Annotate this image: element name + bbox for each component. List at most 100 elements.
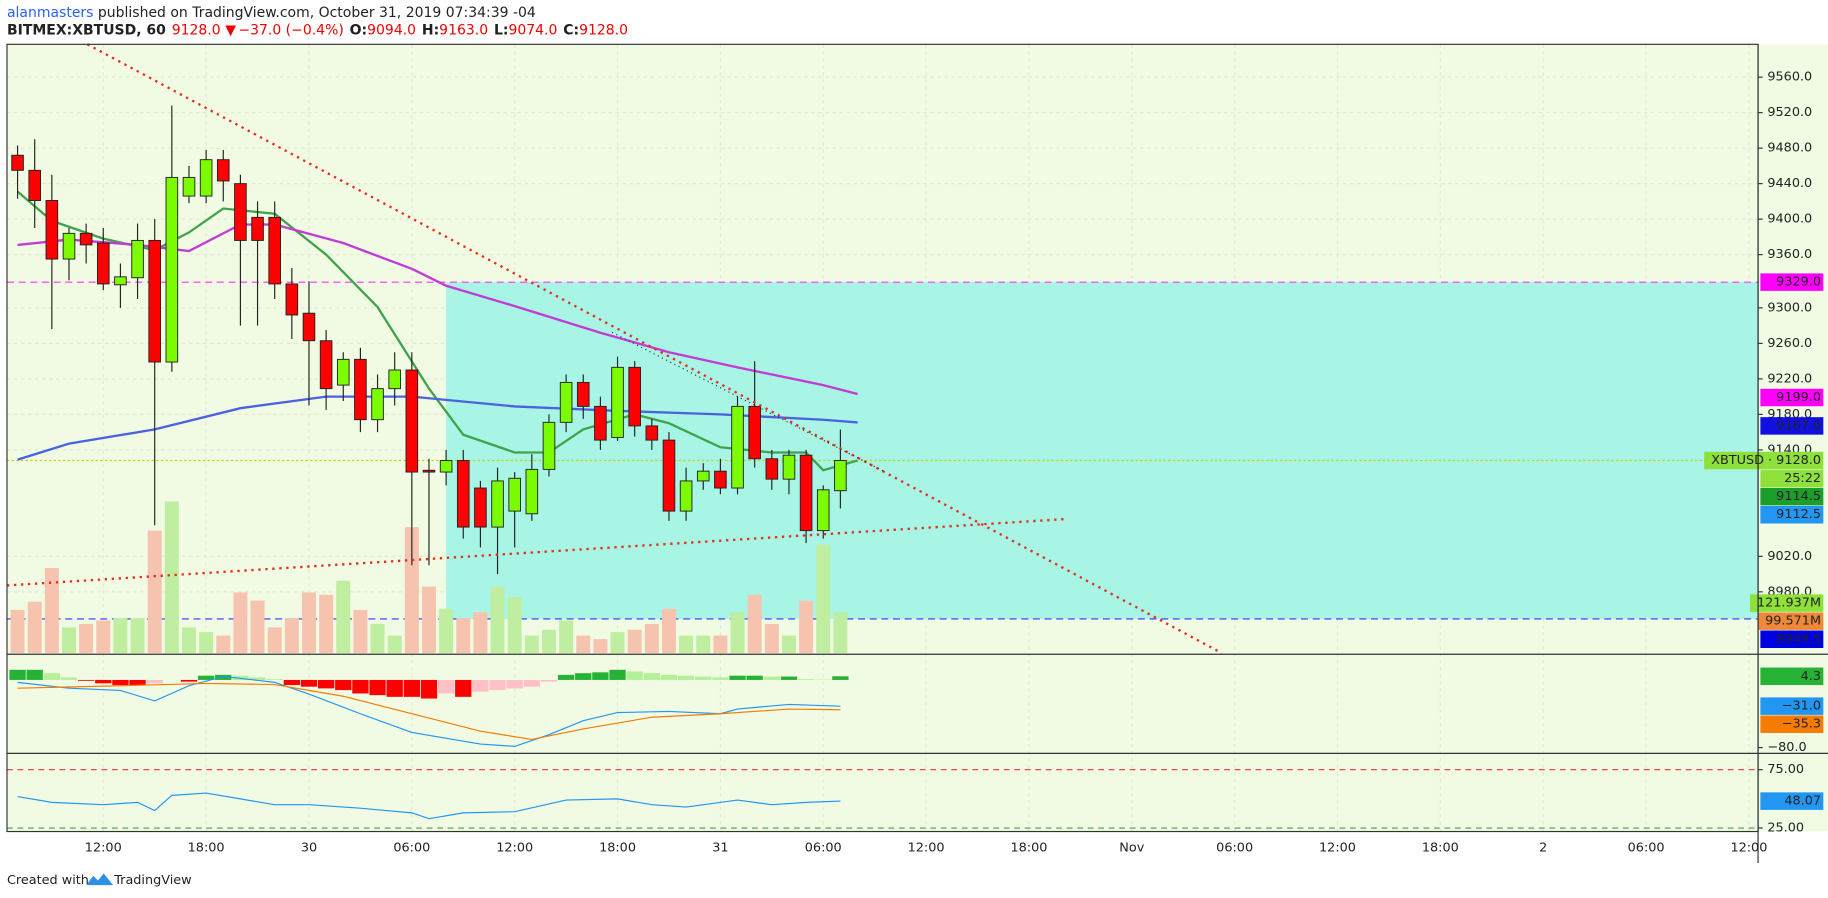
ohlc: O:9094.0 H:9163.0 L:9074.0 C:9128.0: [350, 22, 628, 38]
macd-histogram-bar: [575, 673, 592, 680]
volume-bar: [404, 527, 419, 654]
macd-histogram-bar: [215, 674, 232, 680]
volume-bar: [541, 629, 556, 654]
candle-body: [96, 242, 110, 285]
candle-body: [782, 454, 796, 480]
footer-brand[interactable]: TradingView: [113, 873, 191, 888]
candle-body: [62, 232, 76, 260]
macd-line: [17, 675, 841, 747]
y-tick-label: 9300.0: [1767, 300, 1812, 315]
price-label: −35.3: [1782, 717, 1821, 732]
price-label: 121.937M: [1757, 596, 1821, 611]
price-label-bg: [1760, 469, 1824, 488]
macd-histogram-bar: [352, 679, 369, 694]
x-tick-label: 06:00: [1216, 840, 1253, 855]
change: −37.0 (−0.4%): [238, 22, 343, 38]
arrow: ▼: [225, 22, 236, 38]
volume-bar: [627, 629, 642, 654]
volume-bar: [421, 586, 436, 654]
ohlc-value: 9074.0: [508, 22, 557, 38]
macd-histogram-bar: [249, 677, 266, 680]
macd-histogram-bar: [592, 672, 609, 680]
volume-bar: [130, 618, 145, 654]
volume-bar: [524, 635, 539, 654]
ohlc-label: C:: [563, 22, 579, 38]
volume-bar: [44, 567, 59, 654]
price-label: 9167.0: [1776, 418, 1821, 433]
volume-bar: [679, 635, 694, 654]
price-label: 99.571M: [1765, 614, 1821, 629]
x-tick-label: 12:00: [908, 840, 945, 855]
volume-bar: [559, 620, 574, 654]
volume-bar: [147, 530, 162, 654]
x-tick-label: 06:00: [1628, 840, 1665, 855]
x-tick-label: 06:00: [393, 840, 430, 855]
candle-body: [79, 232, 93, 246]
x-tick-label: 30: [301, 840, 317, 855]
volume-bar: [199, 632, 214, 654]
volume-bar: [96, 620, 111, 654]
macd-histogram-bar: [317, 679, 335, 689]
candle-body: [388, 369, 401, 390]
candle-body: [594, 405, 607, 441]
macd-histogram-bar: [77, 679, 95, 681]
macd-histogram-bar: [266, 679, 283, 680]
macd-histogram-bar: [129, 679, 146, 686]
macd-histogram-bar: [557, 674, 575, 680]
price-label-bg: [1760, 630, 1824, 649]
candle-body: [542, 421, 556, 470]
volume-bar: [661, 608, 676, 654]
macd-histogram-bar: [643, 673, 660, 680]
candle-body: [714, 470, 727, 489]
y-tick-label: 9220.0: [1767, 371, 1812, 386]
macd-histogram-bar: [112, 679, 129, 686]
candle-body: [234, 183, 247, 241]
volume-bar: [730, 612, 745, 654]
candle-body: [645, 425, 659, 441]
volume-bar: [216, 635, 231, 654]
candle-body: [216, 159, 230, 182]
ohlc-value: 9094.0: [367, 22, 416, 38]
macd-histogram-bar: [832, 676, 849, 680]
volume-bar: [61, 627, 76, 654]
macd-histogram-bar: [609, 669, 626, 680]
volume-bar: [576, 635, 591, 654]
x-tick-label: 18:00: [1422, 840, 1459, 855]
candle-body: [45, 200, 59, 260]
y-tick-label: 9360.0: [1767, 247, 1812, 262]
author[interactable]: alanmasters: [7, 5, 93, 21]
candle-body: [114, 276, 127, 286]
macd-histogram-bar: [9, 669, 26, 680]
y-tick-label: 9520.0: [1767, 105, 1812, 120]
price-label-bg: [1760, 417, 1824, 435]
macd-histogram-bar: [335, 679, 352, 691]
macd-histogram-bar: [403, 679, 420, 697]
candle-body: [28, 169, 42, 201]
volume-bar: [10, 609, 25, 654]
macd-histogram-bar: [283, 679, 300, 686]
volume-bar: [610, 632, 625, 654]
candle-body: [834, 460, 847, 492]
x-tick-label: 12:00: [1319, 840, 1356, 855]
plot: [6, 105, 1759, 829]
volume-bar: [27, 601, 42, 654]
candle-body: [422, 469, 436, 473]
macd-histogram-bar: [300, 679, 318, 687]
macd-histogram-bar: [386, 679, 403, 697]
macd-histogram-bar: [660, 674, 678, 680]
volume-bar: [747, 594, 762, 654]
volume-bar: [233, 592, 248, 654]
candle-body: [474, 487, 487, 528]
price-label: 48.07: [1784, 794, 1821, 809]
macd-line: [17, 682, 841, 740]
macd-histogram-bar: [780, 676, 798, 680]
y-tick-label: 25.00: [1767, 821, 1804, 836]
price-axis: 9560.0 9520.0 9480.0 9440.0 9400.0 9360.0 9300…: [1704, 70, 1824, 836]
volume-bar: [799, 600, 814, 654]
macd-histogram-bar: [95, 679, 112, 684]
candle-body: [731, 405, 744, 489]
price-label: −31.0: [1782, 699, 1821, 714]
volume-bar: [250, 600, 265, 654]
